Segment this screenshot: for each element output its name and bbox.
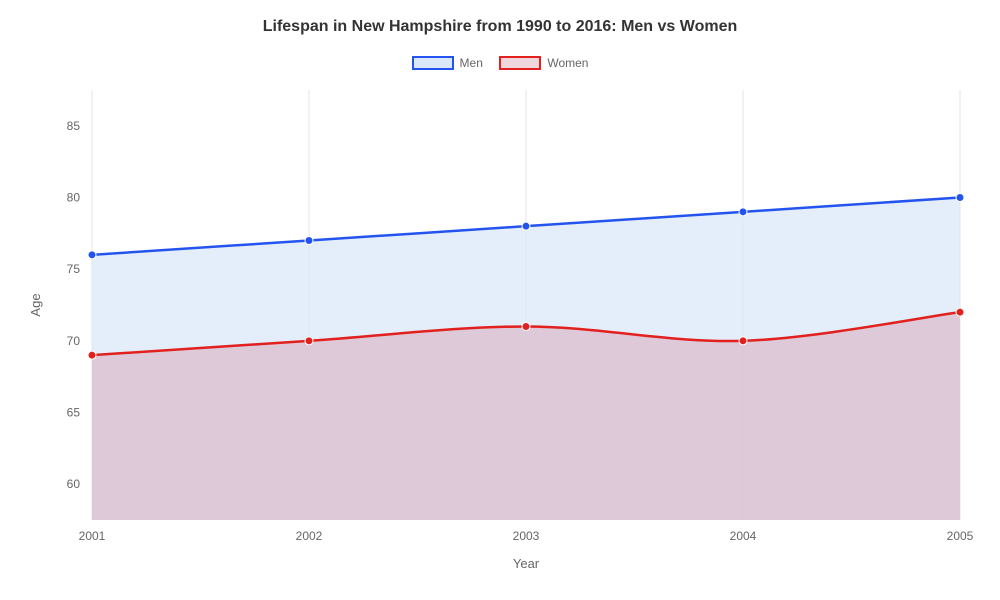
x-tick-label: 2004 (730, 529, 757, 543)
data-point-men[interactable] (739, 208, 747, 216)
chart-svg: 2001 2002 2003 2004 2005 60 65 70 75 80 85 Year Age (0, 0, 1000, 600)
data-point-women[interactable] (956, 308, 964, 316)
x-axis-title: Year (513, 556, 540, 571)
y-tick-label: 75 (67, 262, 81, 276)
x-tick-label: 2003 (513, 529, 540, 543)
x-tick-label: 2002 (296, 529, 323, 543)
data-point-men[interactable] (88, 251, 96, 259)
y-tick-label: 60 (67, 477, 81, 491)
data-point-women[interactable] (88, 351, 96, 359)
data-point-women[interactable] (522, 323, 530, 331)
data-point-women[interactable] (305, 337, 313, 345)
y-tick-label: 80 (67, 191, 81, 205)
y-tick-label: 85 (67, 119, 81, 133)
data-point-men[interactable] (305, 237, 313, 245)
data-point-women[interactable] (739, 337, 747, 345)
y-axis-title: Age (28, 293, 43, 316)
y-tick-label: 65 (67, 406, 81, 420)
y-tick-label: 70 (67, 334, 81, 348)
x-tick-label: 2001 (79, 529, 106, 543)
data-point-men[interactable] (956, 194, 964, 202)
chart-container: Lifespan in New Hampshire from 1990 to 2… (0, 0, 1000, 600)
data-point-men[interactable] (522, 222, 530, 230)
x-tick-label: 2005 (947, 529, 974, 543)
